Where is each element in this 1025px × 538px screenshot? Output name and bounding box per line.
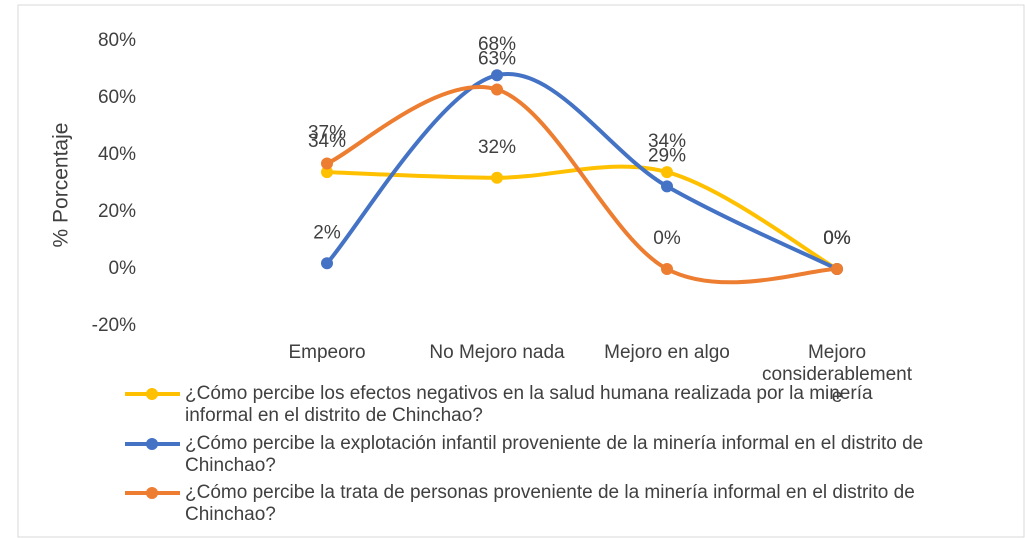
data-label: 68% bbox=[478, 34, 516, 55]
data-label: 29% bbox=[648, 145, 686, 166]
chart-border bbox=[17, 4, 1025, 538]
x-tick-label: Mejoro en algo bbox=[604, 342, 730, 363]
legend-label: ¿Cómo percibe la explotación infantil pr… bbox=[185, 433, 924, 476]
data-point bbox=[831, 263, 843, 275]
y-tick-label: 0% bbox=[109, 258, 137, 279]
data-point bbox=[661, 263, 673, 275]
legend-label: ¿Cómo percibe los efectos negativos en l… bbox=[185, 383, 873, 426]
data-label: 32% bbox=[478, 137, 516, 158]
data-label: 0% bbox=[823, 228, 851, 249]
data-point bbox=[321, 257, 333, 270]
data-point bbox=[321, 166, 333, 179]
data-label: 34% bbox=[648, 131, 686, 152]
data-point bbox=[321, 157, 333, 170]
data-label: 2% bbox=[313, 222, 341, 243]
legend-marker bbox=[146, 388, 158, 400]
x-tick-label: Mejoro considerablemente bbox=[762, 342, 912, 407]
data-label: 0% bbox=[653, 228, 681, 249]
y-tick-label: 60% bbox=[98, 87, 136, 108]
legend-marker bbox=[146, 487, 158, 499]
y-tick-label: 40% bbox=[98, 144, 136, 165]
data-label: 34% bbox=[308, 131, 346, 152]
x-tick-label: Empeoro bbox=[288, 342, 366, 363]
data-label: 0% bbox=[823, 228, 851, 249]
data-point bbox=[491, 69, 503, 82]
data-point bbox=[661, 166, 673, 179]
y-tick-label: 20% bbox=[98, 201, 136, 222]
series-line bbox=[325, 164, 839, 271]
legend-label: ¿Cómo percibe la trata de personas prove… bbox=[185, 482, 915, 525]
legend-marker bbox=[146, 438, 158, 450]
y-tick-label: -20% bbox=[92, 315, 136, 336]
data-point bbox=[661, 180, 673, 193]
series-line bbox=[325, 85, 839, 285]
data-point bbox=[491, 83, 503, 96]
data-point bbox=[491, 171, 503, 184]
x-tick-label: No Mejoro nada bbox=[429, 342, 565, 363]
data-label: 63% bbox=[478, 48, 516, 69]
data-label: 37% bbox=[308, 123, 346, 144]
y-axis-label: % Porcentaje bbox=[50, 123, 73, 248]
data-label: 0% bbox=[823, 228, 851, 249]
y-tick-label: 80% bbox=[98, 30, 136, 51]
series-line bbox=[325, 71, 839, 271]
